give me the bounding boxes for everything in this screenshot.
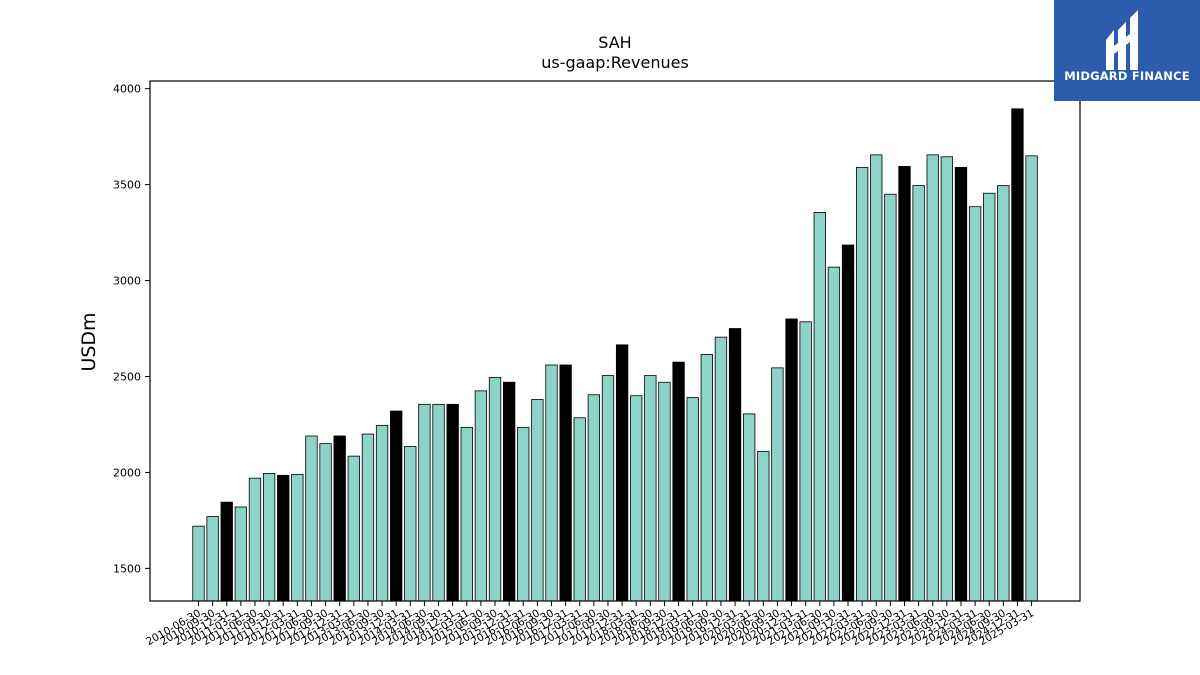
bar-2022-03-31 [855, 166, 869, 602]
x-axis-ticks: 2010-06-302010-09-302010-12-312011-03-31… [144, 601, 1036, 648]
bar-2017-03-31 [573, 417, 586, 602]
bar-2024-06-30 [983, 192, 996, 602]
mf-logo-icon [1106, 10, 1138, 70]
bar-2018-09-30 [658, 381, 671, 602]
bar-2020-12-31 [785, 318, 798, 602]
bar-2014-09-30 [432, 403, 445, 602]
bar-2016-12-31 [559, 364, 572, 602]
bar-2015-06-30 [474, 390, 488, 602]
chart-title: SAH [598, 33, 631, 52]
bar-2024-09-30 [997, 185, 1010, 602]
bar-2019-06-30 [700, 354, 713, 602]
bar-2020-03-31 [743, 413, 756, 602]
bar-2015-03-31 [460, 426, 473, 602]
logo-text: MIDGARD FINANCE [1064, 69, 1190, 83]
bar-2012-03-31 [291, 473, 304, 602]
bar-2021-03-31 [799, 321, 812, 602]
bar-2017-09-30 [601, 375, 615, 602]
bar-2013-09-30 [375, 425, 389, 602]
y-tick-label: 2500 [113, 371, 141, 384]
bar-2013-06-30 [361, 433, 375, 602]
bar-2021-06-30 [813, 212, 826, 602]
y-tick-label: 3500 [113, 179, 141, 192]
bar-2014-06-30 [418, 403, 431, 602]
bar-2012-06-30 [305, 435, 318, 602]
bar-2011-12-31 [277, 474, 290, 602]
bar-2023-09-30 [940, 156, 954, 602]
bar-2011-06-30 [248, 477, 262, 602]
bar-2023-12-31 [954, 166, 968, 602]
plot-frame [149, 80, 1081, 602]
bar-2011-09-30 [262, 472, 276, 602]
y-tick-label: 2000 [113, 466, 141, 479]
bar-2018-03-31 [630, 395, 643, 602]
bar-2010-06-30 [192, 525, 205, 602]
bar-2020-09-30 [771, 367, 784, 602]
bar-2025-03-31 [1025, 155, 1038, 602]
bar-2013-03-31 [347, 455, 360, 602]
bar-2012-12-31 [333, 435, 346, 602]
bar-2021-09-30 [827, 266, 841, 602]
bars-group [192, 108, 1038, 602]
bar-2021-12-31 [841, 244, 855, 602]
bar-2015-09-30 [488, 377, 502, 602]
bar-2017-12-31 [615, 344, 629, 602]
bar-2022-06-30 [870, 154, 883, 602]
bar-2023-06-30 [926, 154, 939, 602]
bar-2015-12-31 [502, 381, 516, 602]
y-axis-label: USDm [78, 312, 100, 371]
bar-2018-12-31 [672, 361, 685, 602]
bar-2017-06-30 [587, 394, 601, 602]
y-tick-label: 3000 [113, 275, 141, 288]
bar-2022-12-31 [898, 165, 911, 602]
bar-2010-09-30 [206, 516, 219, 602]
midgard-finance-logo: MIDGARD FINANCE [1054, 0, 1200, 101]
chart-subtitle: us-gaap:Revenues [541, 53, 689, 72]
bar-2018-06-30 [644, 375, 657, 602]
bar-2016-03-31 [517, 426, 530, 602]
bar-2016-06-30 [531, 399, 544, 602]
bar-2022-09-30 [884, 193, 897, 602]
bar-2014-12-31 [446, 403, 459, 602]
bar-2023-03-31 [912, 185, 925, 602]
bar-2013-12-31 [390, 410, 403, 602]
bar-2019-09-30 [714, 336, 728, 602]
bar-2012-09-30 [319, 443, 332, 602]
bar-2020-06-30 [757, 450, 770, 602]
y-tick-label: 4000 [113, 83, 141, 96]
bar-2010-12-31 [220, 501, 233, 602]
bar-2024-03-31 [968, 206, 982, 602]
bar-2016-09-30 [545, 364, 558, 602]
bar-2019-03-31 [686, 397, 699, 602]
bar-2019-12-31 [728, 328, 742, 602]
y-tick-label: 1500 [113, 562, 141, 575]
bar-2011-03-31 [234, 506, 248, 602]
y-axis-ticks: 1500 2000 2500 3000 3500 4000 [113, 83, 150, 575]
bar-2014-03-31 [404, 446, 417, 602]
bar-2024-12-31 [1011, 108, 1024, 602]
